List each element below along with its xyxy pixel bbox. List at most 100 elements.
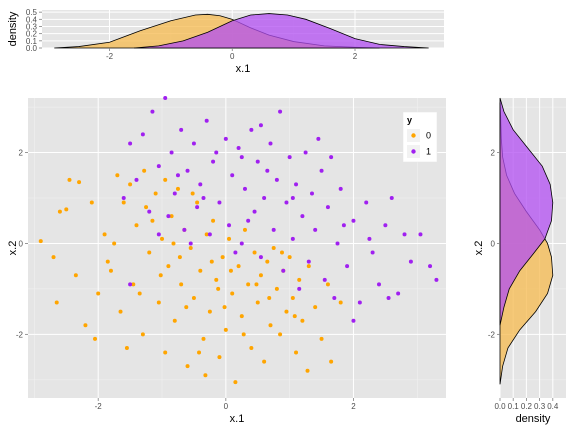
scatter-point [396,291,401,296]
scatter-point [158,273,163,278]
scatter-point [89,200,94,205]
scatter-point [163,177,168,182]
scatter-point [322,277,327,282]
scatter-point [434,277,439,282]
scatter-point [134,223,139,228]
scatter-point [211,159,216,164]
scatter-point [306,264,311,269]
scatter-point [177,255,182,260]
scatter-point [209,259,214,264]
scatter-point [386,296,391,300]
scatter-point [303,150,308,155]
scatter-point [294,182,299,187]
scatter-point [108,268,113,273]
scatter-point [258,255,263,260]
scatter-point [198,182,203,187]
scatter-point [262,196,267,200]
scatter-point [166,214,171,219]
scatter-point [222,305,227,310]
scatter-point [284,309,289,314]
scatter-point [294,350,299,355]
scatter-point [351,318,356,323]
scatter-point [306,259,311,264]
top-y-tick-label: 0.2 [26,30,38,39]
right-x-tick-label: 0.2 [521,402,533,411]
scatter-point [309,191,314,196]
scatter-point [179,282,184,287]
scatter-point [175,186,180,191]
legend: y 0 1 [402,111,438,163]
scatter-point [383,223,388,228]
scatter-point [115,173,120,178]
scatter-x-tick-label: -2 [95,402,103,411]
top-y-tick-label: 0.5 [26,8,38,17]
scatter-point [268,323,273,328]
top-y-tick-label: 0.4 [26,15,38,24]
scatter-point [140,332,145,337]
scatter-point [279,250,284,255]
scatter-point [402,232,407,237]
scatter-point [142,168,147,173]
scatter-point [297,277,302,282]
scatter-point [163,350,168,355]
scatter-point [105,259,110,264]
scatter-point [131,282,136,287]
right-y-tick-label: -2 [488,330,496,339]
scatter-point [313,305,318,310]
scatter-point [246,282,251,287]
scatter-point [172,318,177,323]
scatter-point [345,264,350,269]
right-x-tick-label: 0.4 [547,402,559,411]
scatter-point [319,336,324,341]
scatter-point [182,227,187,232]
scatter-point [252,250,257,255]
scatter-point [239,241,244,246]
scatter-point [325,205,330,210]
scatter-point [118,309,123,314]
right-x-axis-title: density [516,413,551,425]
scatter-point [255,300,260,305]
right-y-tick-label: 0 [491,239,496,248]
scatter-point [338,186,343,191]
scatter-point [96,291,101,296]
scatter-x-tick-label: 0 [224,402,229,411]
top-y-tick-label: 0.3 [26,22,38,31]
scatter-point [367,236,372,241]
legend-title: y [407,115,412,125]
scatter-point [73,273,78,278]
scatter-point [357,300,362,305]
scatter-series-0 [38,168,343,385]
right-density-panel: 0.0 0.1 0.2 0.3 0.4 -2 0 2 density x.2 [473,97,566,425]
scatter-point [121,200,126,205]
scatter-point [332,296,337,300]
scatter-point [191,296,196,300]
scatter-point [147,250,152,255]
top-density-curve-1 [134,13,429,49]
scatter-point [300,318,305,323]
scatter-point [227,223,232,228]
scatter-point [93,336,98,341]
scatter-point [341,223,346,228]
scatter-point [150,218,155,223]
legend-key-0 [411,133,416,138]
scatter-point [351,218,356,223]
scatter-point [364,200,369,205]
scatter-point [214,150,219,155]
scatter-point [290,236,295,241]
scatter-point [239,155,244,160]
scatter-point [236,146,241,150]
scatter-point [207,232,212,237]
scatter-point [241,332,246,337]
right-x-tick-label: 0.1 [508,402,520,411]
scatter-point [204,118,209,123]
top-density-panel: -2 0 2 0.00.10.20.30.40.5 x.1 density [7,8,444,75]
scatter-point [163,96,168,100]
scatter-point [195,205,200,210]
scatter-point [242,186,247,191]
scatter-point [214,277,219,282]
scatter-point [195,200,200,205]
scatter-point [255,159,260,164]
scatter-point [203,373,208,378]
scatter-point [197,350,202,355]
scatter-point [191,141,196,146]
